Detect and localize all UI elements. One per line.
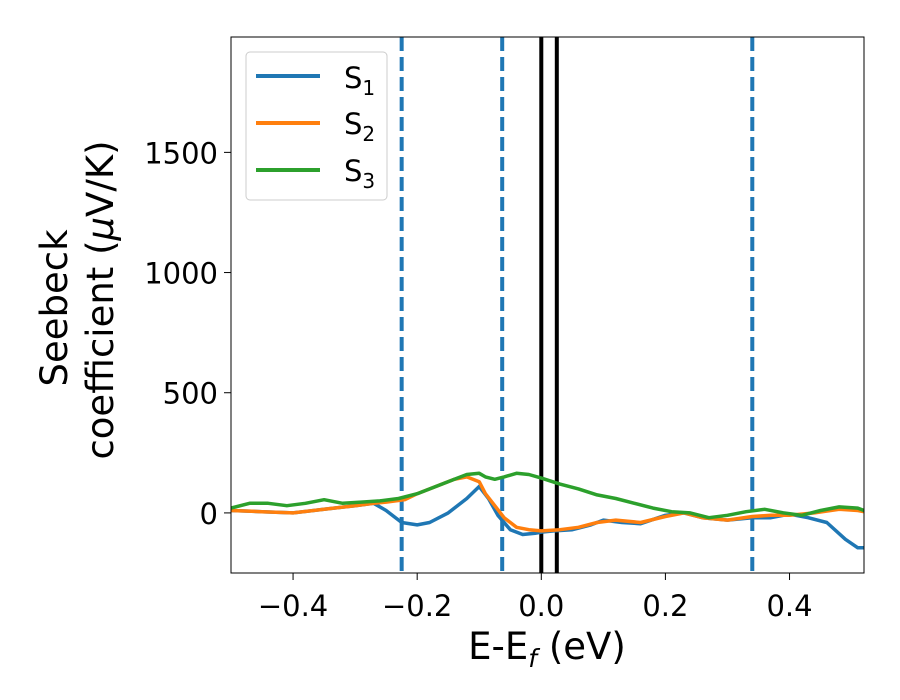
legend-frame [245,51,388,201]
series-line-s2 [231,475,864,533]
series-lines [231,471,864,550]
y-axis-label-mu: μ [79,217,122,242]
x-tick-label: −0.2 [382,589,452,623]
x-axis-label: E-Ef (eV) [468,625,626,673]
x-tick-label: 0.0 [518,589,564,623]
x-axis-ticks: −0.4 −0.2 0.0 0.2 0.4 [258,573,813,623]
x-axis-label-suffix: (eV) [537,625,626,668]
legend: S1 S2 S3 [245,51,388,201]
series-line-s3 [231,471,864,520]
plot-frame [230,36,865,574]
y-axis-label-line2: coefficient (μV/K) [79,140,122,459]
y-tick-label: 1500 [144,136,218,170]
x-tick-label: −0.4 [258,589,328,623]
legend-label-s1: S1 [344,61,375,100]
y-tick-label: 1000 [144,257,218,291]
y-axis-label-line2-end: V/K) [79,140,122,216]
y-tick-label: 0 [200,497,218,531]
legend-label-s2: S2 [344,107,375,146]
y-tick-label: 500 [163,377,218,411]
y-axis-label-line1: Seebeck [33,229,76,387]
legend-label-s3: S3 [344,154,375,193]
x-axis-label-main: E-E [468,625,528,668]
y-axis-label-line2-start: coefficient ( [79,240,122,459]
x-tick-label: 0.2 [642,589,688,623]
y-axis-ticks: 0 500 1000 1500 [144,136,231,531]
x-tick-label: 0.4 [766,589,812,623]
